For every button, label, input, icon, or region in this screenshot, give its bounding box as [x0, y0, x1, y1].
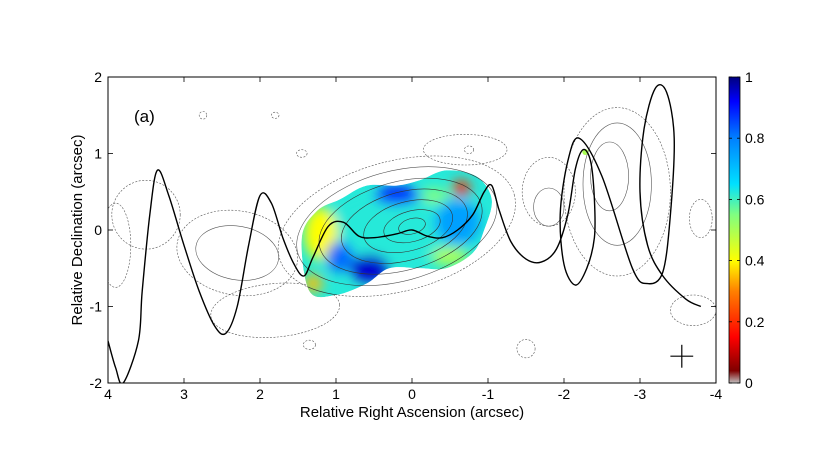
- colorbar-tick-label: 0: [745, 375, 753, 391]
- contour-line: [198, 111, 208, 120]
- contour-line: [296, 149, 308, 158]
- x-tick-label: 2: [256, 386, 264, 402]
- colorbar-tick-label: 0.8: [745, 130, 765, 146]
- y-tick-label: -2: [90, 375, 103, 391]
- contour-line: [271, 111, 280, 119]
- y-axis-ticks: -2 -1 0 1 2: [90, 69, 716, 391]
- contour-line: [516, 339, 536, 359]
- y-tick-label: 0: [94, 222, 102, 238]
- colorbar-scale: [728, 76, 741, 384]
- contour-line: [590, 141, 629, 212]
- beam-marker: [670, 344, 694, 368]
- heatmap-blob: [326, 241, 354, 273]
- x-tick-label: 4: [104, 386, 112, 402]
- colorbar-tick-label: 0.4: [745, 253, 765, 269]
- contour-line: [195, 225, 279, 281]
- contour-line: [108, 202, 132, 288]
- heatmap-blob: [374, 186, 420, 205]
- contour-line: [689, 199, 713, 238]
- x-tick-label: -4: [710, 386, 723, 402]
- colorbar-tick-label: 1: [745, 69, 753, 85]
- panel-label: (a): [134, 107, 155, 126]
- colorbar-ticks: 0 0.2 0.4 0.6 0.8 1: [729, 69, 765, 391]
- heatmap-blob: [421, 187, 449, 204]
- y-tick-label: 1: [94, 146, 102, 162]
- inner-contour-line: [383, 209, 441, 244]
- inner-contour-line: [341, 188, 468, 264]
- colorbar: 0 0.2 0.4 0.6 0.8 1: [728, 69, 765, 391]
- colorbar-tick-label: 0.6: [745, 191, 765, 207]
- contour-line: [277, 155, 516, 297]
- x-tick-label: 1: [332, 386, 340, 402]
- heatmap-blob: [434, 199, 481, 246]
- inner-contour-line: [398, 217, 426, 235]
- contour-line: [423, 134, 508, 166]
- x-tick-label: -3: [634, 386, 647, 402]
- model-curve-layer: [108, 84, 702, 383]
- model-curve: [108, 84, 702, 383]
- contour-line: [533, 187, 565, 227]
- heatmap-blob: [431, 247, 469, 266]
- heatmap-blob: [452, 180, 471, 196]
- plot-area: 4 3 2 1 0 -1 -2 -3 -4 -2 -1 0 1 2 (a): [90, 69, 723, 402]
- x-axis-ticks: 4 3 2 1 0 -1 -2 -3 -4: [104, 77, 722, 402]
- x-axis-label: Relative Right Ascension (arcsec): [300, 404, 524, 421]
- y-axis-label: Relative Declination (arcsec): [69, 135, 86, 326]
- y-tick-label: -1: [90, 299, 103, 315]
- x-tick-label: -2: [558, 386, 571, 402]
- x-tick-label: 3: [180, 386, 188, 402]
- x-tick-label: 0: [408, 386, 416, 402]
- x-tick-label: -1: [482, 386, 495, 402]
- contour-line: [464, 145, 474, 154]
- heatmap-blobs: [304, 180, 481, 293]
- colorbar-tick-label: 0.2: [745, 314, 765, 330]
- contour-line: [582, 122, 652, 246]
- contour-line: [302, 339, 316, 350]
- y-tick-label: 2: [94, 69, 102, 85]
- contour-line: [521, 157, 576, 227]
- contour-line: [563, 107, 671, 277]
- heatmap-blob: [304, 274, 323, 293]
- contour-line: [670, 294, 716, 326]
- contour-line: [210, 282, 340, 338]
